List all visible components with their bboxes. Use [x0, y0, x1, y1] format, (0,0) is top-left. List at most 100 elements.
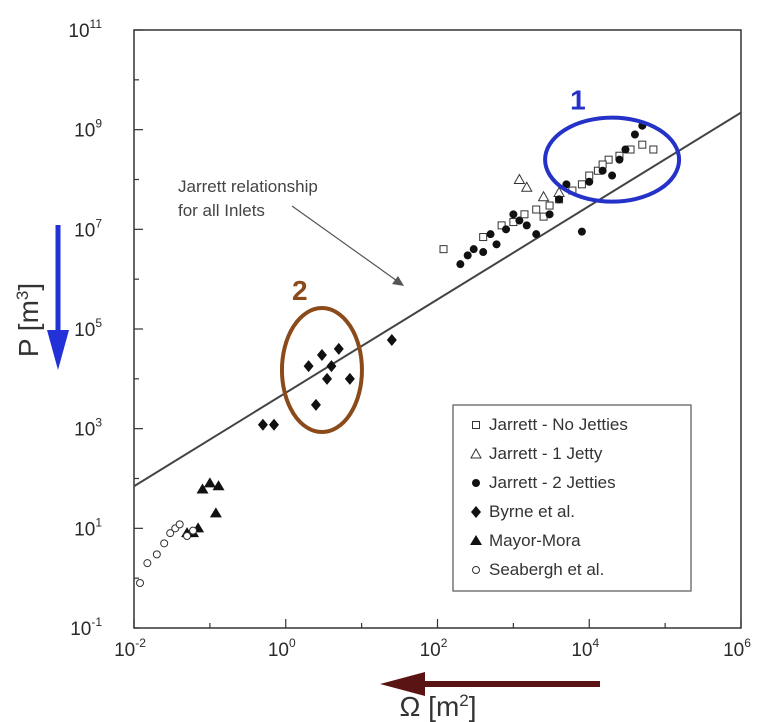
group-label-2: 2 — [292, 275, 308, 306]
data-point — [479, 248, 488, 257]
legend: Jarrett - No Jetties Jarrett - 1 Jetty Jar… — [452, 404, 692, 592]
data-point — [333, 342, 344, 355]
y-tick-label: 103 — [74, 416, 102, 441]
data-point — [532, 205, 541, 214]
data-point — [502, 225, 511, 234]
data-point — [577, 227, 586, 236]
data-point — [143, 559, 152, 568]
data-point — [522, 221, 531, 230]
jarrett-fit-line — [133, 111, 742, 488]
legend-label: Jarrett - 2 Jetties — [489, 473, 616, 492]
data-point — [183, 532, 192, 541]
legend-label: Jarrett - No Jetties — [489, 415, 628, 434]
data-point — [638, 140, 647, 149]
data-point — [537, 190, 550, 202]
legend-item: Jarrett - No Jetties — [472, 415, 628, 434]
data-point — [577, 180, 586, 189]
data-point — [160, 539, 169, 548]
data-point — [257, 418, 268, 431]
data-point — [532, 230, 541, 239]
legend-marker — [470, 447, 482, 459]
y-tick-label: 10-1 — [70, 615, 102, 640]
data-point — [497, 221, 506, 230]
data-point — [316, 349, 327, 362]
group-ellipse-1 — [543, 115, 682, 204]
data-point — [386, 334, 397, 347]
data-point — [604, 155, 613, 164]
data-point — [326, 360, 337, 373]
data-point — [344, 372, 355, 385]
x-tick-label: 10-2 — [114, 636, 146, 661]
data-points — [136, 121, 658, 587]
legend-item: Mayor-Mora — [470, 531, 581, 550]
data-point — [310, 398, 321, 411]
y-tick-label: 1011 — [68, 17, 102, 42]
y-direction-arrow — [47, 225, 69, 370]
fit-line-label-1: Jarrett relationship — [178, 177, 318, 196]
data-point — [303, 360, 314, 373]
data-point — [136, 578, 145, 587]
data-point — [492, 240, 501, 249]
data-point — [439, 245, 448, 254]
data-point — [469, 245, 478, 254]
data-point — [166, 529, 175, 538]
group-ellipse-2 — [279, 306, 364, 435]
axis-ticks: 10-2 100 102 104 106 10-1 101 103 105 107 109 1011 — [68, 17, 751, 661]
data-point — [520, 181, 533, 192]
data-point — [175, 520, 184, 529]
data-point — [212, 480, 225, 491]
data-point — [649, 145, 658, 154]
fit-line-leader — [291, 205, 401, 284]
x-tick-label: 100 — [268, 636, 296, 661]
data-point — [513, 173, 526, 184]
legend-item: Byrne et al. — [471, 502, 575, 521]
data-point — [621, 145, 630, 154]
legend-label: Byrne et al. — [489, 502, 575, 521]
data-point — [520, 210, 529, 219]
y-tick-label: 105 — [74, 316, 102, 341]
data-point — [268, 418, 279, 431]
group-label-1: 1 — [570, 85, 586, 116]
x-tick-label: 104 — [571, 636, 599, 661]
data-point — [196, 483, 209, 494]
y-axis-title: P [m3] — [13, 283, 44, 357]
legend-marker — [472, 566, 480, 574]
data-point — [630, 130, 639, 139]
data-point — [562, 180, 571, 189]
fit-line-leader-head — [392, 276, 404, 286]
data-point — [322, 372, 333, 385]
legend-item: Jarrett - 1 Jetty — [470, 444, 603, 463]
data-point — [479, 233, 488, 242]
legend-item: Jarrett - 2 Jetties — [472, 473, 616, 492]
data-point — [486, 230, 495, 239]
x-direction-arrow — [380, 672, 600, 696]
data-point — [152, 550, 161, 559]
series-1 — [513, 173, 565, 202]
series-4 — [181, 477, 225, 538]
series-0 — [439, 140, 658, 254]
data-point — [555, 195, 564, 204]
legend-marker — [472, 421, 480, 429]
annotation-group: 12 — [279, 85, 682, 435]
data-point — [189, 526, 198, 535]
legend-label: Mayor-Mora — [489, 531, 581, 550]
series-2 — [456, 121, 647, 269]
data-point — [509, 210, 518, 219]
legend-label: Jarrett - 1 Jetty — [489, 444, 603, 463]
data-point — [545, 201, 554, 210]
fit-line-label-2: for all Inlets — [178, 201, 265, 220]
legend-marker — [471, 506, 481, 518]
data-point — [545, 210, 554, 219]
y-tick-label: 107 — [74, 216, 102, 241]
legend-marker — [470, 535, 482, 545]
data-point — [209, 507, 222, 518]
series-3 — [257, 334, 397, 431]
y-tick-label: 101 — [74, 515, 102, 540]
data-point — [608, 171, 617, 180]
x-axis-title: Ω [m2] — [399, 691, 476, 722]
series-5 — [136, 520, 198, 587]
data-point — [463, 251, 472, 260]
data-point — [585, 177, 594, 186]
